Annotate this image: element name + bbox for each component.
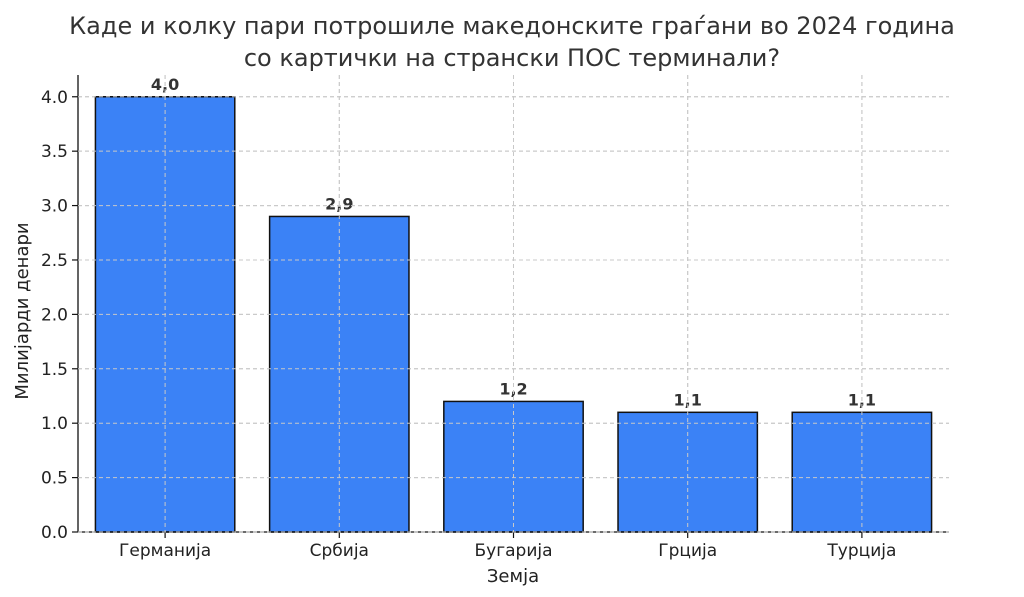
y-tick-label: 1.5 xyxy=(41,360,68,380)
x-tick-label: Бугарија xyxy=(474,541,552,561)
y-tick-label: 3.5 xyxy=(41,142,68,162)
data-labels: 4,02,91,21,1 1,1 xyxy=(78,75,949,533)
x-axis-label: Земја xyxy=(487,566,539,587)
data-label: 1,2 xyxy=(499,379,527,398)
y-tick-label: 3.0 xyxy=(41,197,68,217)
bar-4 xyxy=(791,411,933,533)
y-axis-ticks: 0.0 0.5 1.0 1.5 2.0 2.5 3.0 3.5 4.0 xyxy=(41,88,78,543)
chart-title-line-2: со картички на странски ПОС терминали? xyxy=(244,44,780,72)
bar-3 xyxy=(617,411,759,533)
bar-1 xyxy=(268,215,410,533)
x-tick-label: Србија xyxy=(310,541,369,561)
x-tick-label: Грција xyxy=(658,541,717,561)
y-tick-label: 4.0 xyxy=(41,88,68,108)
x-tick-label: Германија xyxy=(119,541,211,561)
y-tick-label: 2.0 xyxy=(41,305,68,325)
y-tick-label: 1.0 xyxy=(41,414,68,434)
x-tick-label: Турција xyxy=(826,541,896,561)
y-tick-label: 0.5 xyxy=(41,469,68,489)
y-tick-label: 2.5 xyxy=(41,251,68,271)
chart-title-line-1: Каде и колку пари потрошиле македонските… xyxy=(69,12,955,40)
bars xyxy=(94,96,933,533)
y-axis-label: Милијарди денари xyxy=(12,222,33,399)
y-tick-label: 0.0 xyxy=(41,523,68,543)
x-axis-ticks: Германија Србија Бугарија Грција Турција xyxy=(119,532,896,561)
chart-title: Каде и колку пари потрошиле македонските… xyxy=(69,12,955,72)
